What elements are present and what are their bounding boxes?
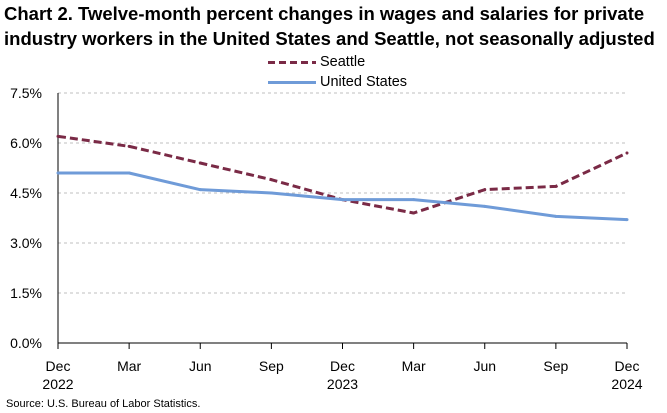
x-tick-label: Mar: [402, 358, 426, 374]
data-point-seattle: [269, 178, 273, 182]
data-point-united-states: [554, 214, 558, 218]
y-tick-label: 3.0%: [10, 235, 42, 251]
x-tick-label: Jun: [473, 358, 496, 374]
data-point-united-states: [412, 198, 416, 202]
x-tick-year-label: 2024: [611, 376, 642, 392]
x-tick-year-label: 2023: [327, 376, 358, 392]
x-tick-label: Sep: [259, 358, 284, 374]
chart-title-line-2: industry workers in the United States an…: [4, 28, 655, 49]
data-point-united-states: [198, 188, 202, 192]
series-line-united-states: [58, 171, 628, 222]
legend-swatch-united-states: [268, 80, 316, 84]
x-tick-label: Mar: [117, 358, 141, 374]
data-point-seattle: [625, 151, 629, 155]
x-tick-label: Dec: [615, 358, 640, 374]
data-point-united-states: [127, 171, 131, 175]
chart-legend: Seattle United States: [268, 52, 407, 92]
x-axis-labels: Dec 2022 Mar Jun Sep Dec 2023 Mar Jun Sep Dec 2024: [42, 358, 642, 392]
source-note: Source: U.S. Bureau of Labor Statistics.: [6, 398, 201, 410]
data-point-united-states: [483, 204, 487, 208]
axes: [57, 93, 628, 349]
legend-item-seattle: Seattle: [268, 52, 407, 72]
data-point-united-states: [341, 198, 344, 202]
data-point-seattle: [483, 188, 487, 192]
y-axis-labels: 0.0% 1.5% 3.0% 4.5% 6.0% 7.5%: [10, 85, 42, 351]
x-tick-label: Sep: [543, 358, 568, 374]
data-point-seattle: [554, 184, 558, 188]
chart-title-line-1: Chart 2. Twelve-month percent changes in…: [4, 3, 645, 24]
x-tick-label: Dec: [330, 358, 355, 374]
x-tick-label: Dec: [46, 358, 71, 374]
legend-swatch-seattle: [268, 60, 316, 64]
y-tick-label: 6.0%: [10, 135, 42, 151]
legend-item-united-states: United States: [268, 72, 407, 92]
x-tick-year-label: 2022: [42, 376, 73, 392]
data-point-united-states: [625, 218, 629, 222]
y-tick-label: 7.5%: [10, 85, 42, 101]
data-point-seattle: [198, 161, 202, 165]
y-tick-label: 0.0%: [10, 335, 42, 351]
chart-title: Chart 2. Twelve-month percent changes in…: [4, 1, 664, 51]
series-layer: [56, 134, 629, 222]
y-tick-label: 4.5%: [10, 185, 42, 201]
data-point-seattle: [127, 144, 131, 148]
data-point-united-states: [56, 171, 60, 175]
data-point-united-states: [269, 191, 273, 195]
legend-label-seattle: Seattle: [320, 54, 366, 70]
data-point-seattle: [56, 134, 60, 138]
y-tick-label: 1.5%: [10, 285, 42, 301]
legend-label-united-states: United States: [320, 74, 408, 90]
series-line-seattle: [57, 134, 628, 215]
gridlines: [58, 92, 627, 294]
data-point-seattle: [412, 211, 416, 215]
x-tick-label: Jun: [189, 358, 212, 374]
